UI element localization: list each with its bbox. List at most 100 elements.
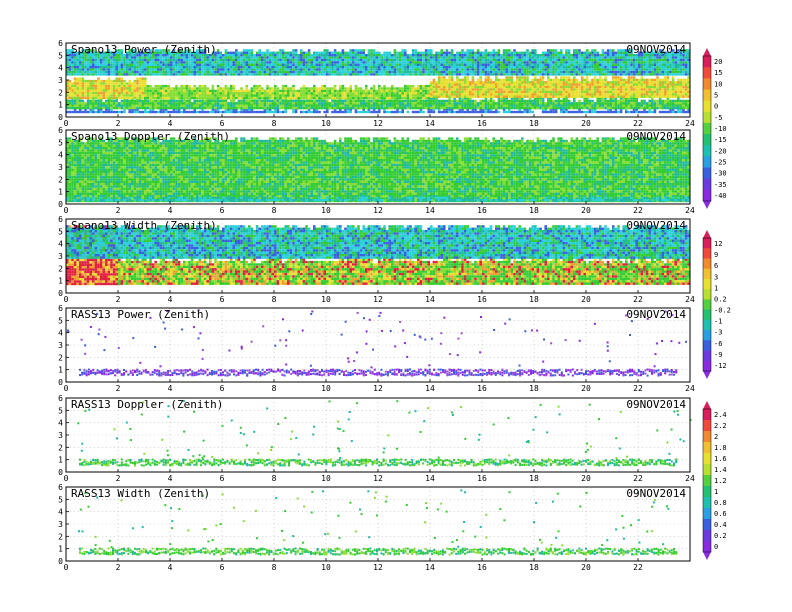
cell: [242, 68, 246, 71]
cell: [554, 76, 558, 79]
cell: [424, 106, 428, 110]
cell: [110, 102, 113, 105]
cell: [469, 93, 472, 96]
cell: [258, 70, 261, 74]
cell: [484, 70, 488, 74]
cell: [606, 81, 610, 84]
cell: [625, 81, 628, 84]
cell: [292, 66, 295, 69]
cell: [567, 78, 571, 82]
cell: [305, 89, 308, 93]
cell: [284, 106, 287, 110]
cell: [627, 93, 631, 96]
cell: [445, 88, 449, 91]
cell: [224, 99, 228, 103]
cell: [149, 92, 152, 95]
cell: [583, 93, 586, 96]
cell: [133, 82, 137, 85]
cell: [258, 89, 261, 93]
cell: [76, 66, 79, 69]
cell: [261, 92, 264, 95]
cell: [448, 63, 451, 66]
cell: [258, 56, 261, 59]
cell: [115, 70, 118, 74]
cell: [219, 89, 222, 93]
cell: [71, 102, 74, 105]
cell: [180, 92, 183, 95]
cell: [622, 83, 625, 86]
cell: [518, 102, 521, 105]
cell: [214, 63, 217, 66]
cell: [138, 99, 142, 103]
cell: [110, 108, 113, 111]
cell: [136, 66, 139, 69]
cell: [177, 99, 181, 103]
cell: [536, 83, 540, 86]
cell: [482, 108, 485, 111]
cell: [458, 102, 462, 105]
cell: [261, 94, 264, 97]
cell: [393, 56, 397, 59]
cell: [237, 70, 241, 74]
cell: [79, 102, 82, 105]
cell: [645, 93, 649, 96]
cell: [536, 102, 540, 105]
cell: [125, 91, 129, 95]
cell: [250, 66, 254, 69]
cell: [370, 66, 373, 69]
cell: [476, 90, 480, 94]
cell: [398, 56, 402, 59]
cell: [365, 92, 368, 95]
cell: [476, 93, 480, 96]
cell: [422, 99, 425, 103]
cell: [469, 104, 472, 107]
cell: [656, 83, 659, 86]
cell: [81, 61, 85, 64]
cell: [448, 58, 451, 62]
cell: [544, 90, 547, 94]
cell: [71, 58, 74, 62]
cell: [281, 94, 285, 97]
cell: [323, 99, 326, 103]
cell: [294, 70, 298, 74]
cell: [604, 97, 607, 100]
cell: [531, 51, 534, 54]
cell: [409, 96, 412, 100]
cell: [258, 110, 261, 114]
cell: [450, 102, 454, 105]
cell: [68, 70, 72, 74]
cell: [679, 78, 683, 82]
cell: [502, 73, 506, 76]
cell: [500, 97, 503, 100]
cell: [383, 54, 386, 57]
cell: [453, 61, 456, 64]
cell: [687, 95, 690, 98]
cell: [651, 102, 654, 105]
cell: [112, 68, 116, 71]
cell: [372, 89, 376, 93]
cell: [188, 56, 191, 59]
cell: [658, 106, 662, 110]
cell: [588, 95, 592, 98]
cell: [474, 83, 477, 86]
cell: [684, 104, 688, 107]
cell: [645, 90, 649, 94]
cell: [409, 63, 412, 66]
cell: [222, 94, 225, 97]
cell: [339, 70, 342, 74]
cell: [336, 56, 339, 59]
cell: [531, 68, 534, 71]
cell: [502, 58, 506, 62]
cell: [320, 84, 324, 88]
cell: [136, 84, 139, 88]
cell: [159, 49, 163, 52]
cell: [604, 90, 607, 94]
cell: [437, 54, 441, 57]
cell: [305, 61, 308, 64]
cell: [508, 56, 511, 59]
cell: [177, 70, 181, 74]
cell: [404, 84, 407, 88]
cell: [523, 73, 527, 76]
cell: [219, 92, 222, 95]
cell: [437, 63, 441, 66]
